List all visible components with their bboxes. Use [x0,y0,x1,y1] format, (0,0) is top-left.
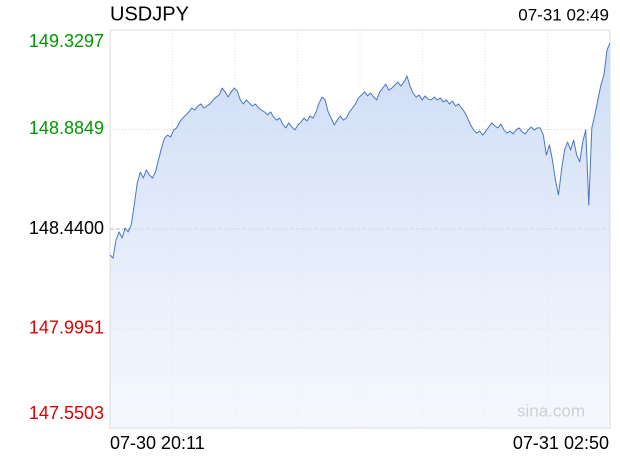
timestamp: 07-31 02:49 [518,5,609,24]
chart-title: USDJPY [110,3,189,25]
y-tick-label: 147.5503 [29,403,104,423]
x-label-start: 07-30 20:11 [110,433,205,453]
y-tick-label: 147.9951 [29,317,104,337]
watermark: sina.com [517,401,585,420]
y-tick-label: 149.3297 [29,31,104,51]
price-line [109,42,611,259]
x-label-end: 07-31 02:50 [513,433,609,453]
y-tick-label: 148.8849 [29,118,104,138]
price-area [110,42,610,428]
plot-frame [109,29,611,429]
y-tick-label: 148.4400 [29,218,104,238]
